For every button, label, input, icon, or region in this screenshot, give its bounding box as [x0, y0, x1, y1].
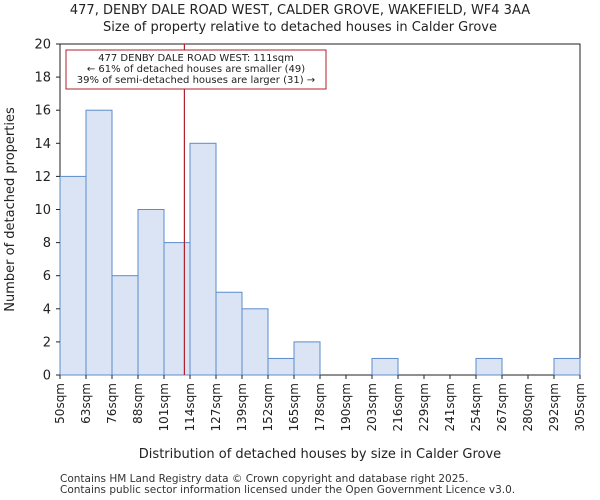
- annotation-box: [65, 49, 327, 90]
- histogram-bar: [111, 275, 139, 376]
- histogram-bar: [241, 308, 269, 376]
- x-tick-label: 152sqm: [261, 383, 275, 431]
- x-tick-label: 190sqm: [339, 383, 353, 431]
- x-tick-label: 63sqm: [79, 383, 93, 424]
- annotation-line: 39% of semi-detached houses are larger (…: [77, 75, 315, 86]
- x-tick-label: 114sqm: [183, 383, 197, 431]
- x-tick-label: 305sqm: [573, 383, 587, 431]
- histogram-bar: [163, 242, 191, 376]
- chart-title: 477, DENBY DALE ROAD WEST, CALDER GROVE,…: [69, 3, 531, 18]
- x-tick-label: 254sqm: [469, 383, 483, 431]
- x-tick-label: 178sqm: [313, 383, 327, 431]
- x-tick-label: 50sqm: [53, 383, 67, 424]
- x-tick-label: 292sqm: [547, 383, 561, 431]
- y-tick-label: 4: [43, 302, 51, 317]
- histogram-bar: [189, 142, 217, 376]
- y-tick-label: 14: [34, 137, 51, 152]
- x-tick-label: 216sqm: [391, 383, 405, 431]
- x-tick-label: 229sqm: [417, 383, 431, 431]
- x-tick-label: 280sqm: [521, 383, 535, 431]
- histogram-bar: [553, 357, 581, 376]
- footer-copyright: Contains HM Land Registry data © Crown c…: [60, 473, 469, 485]
- x-tick-label: 88sqm: [131, 383, 145, 424]
- y-tick-label: 16: [34, 104, 51, 119]
- x-tick-label: 267sqm: [495, 383, 509, 431]
- y-tick-label: 6: [43, 269, 51, 284]
- histogram-bar: [215, 291, 243, 376]
- y-tick-label: 8: [43, 236, 51, 251]
- x-tick-label: 203sqm: [365, 383, 379, 431]
- histogram-bar: [475, 357, 503, 376]
- y-tick-label: 18: [34, 71, 51, 86]
- y-tick-label: 2: [43, 335, 51, 350]
- x-tick-label: 165sqm: [287, 383, 301, 431]
- x-tick-label: 139sqm: [235, 383, 249, 431]
- histogram-bar: [267, 357, 295, 376]
- y-tick-label: 10: [34, 203, 51, 218]
- chart-subtitle: Size of property relative to detached ho…: [103, 20, 497, 35]
- x-axis-label: Distribution of detached houses by size …: [139, 447, 501, 462]
- histogram-bar: [85, 109, 113, 376]
- y-tick-label: 0: [43, 369, 51, 384]
- histogram-bar: [293, 341, 321, 376]
- footer-licence: Contains public sector information licen…: [60, 484, 516, 496]
- y-tick-label: 12: [34, 170, 51, 185]
- y-tick-label: 20: [34, 38, 51, 53]
- annotation-line: ← 61% of detached houses are smaller (49…: [87, 64, 305, 75]
- x-tick-label: 76sqm: [105, 383, 119, 424]
- x-tick-label: 101sqm: [157, 383, 171, 431]
- y-axis-label: Number of detached properties: [3, 107, 18, 312]
- histogram-bar: [137, 209, 165, 376]
- histogram-bar: [371, 357, 399, 376]
- histogram-chart: 0 2 4 6 8 10 12 14 16 18 20 50sqm 63sqm 76sqm 88sqm 101…: [3, 38, 587, 463]
- x-tick-label: 127sqm: [209, 383, 223, 431]
- annotation-line: 477 DENBY DALE ROAD WEST: 111sqm: [98, 53, 294, 64]
- x-tick-label: 241sqm: [443, 383, 457, 431]
- histogram-bar: [59, 175, 87, 376]
